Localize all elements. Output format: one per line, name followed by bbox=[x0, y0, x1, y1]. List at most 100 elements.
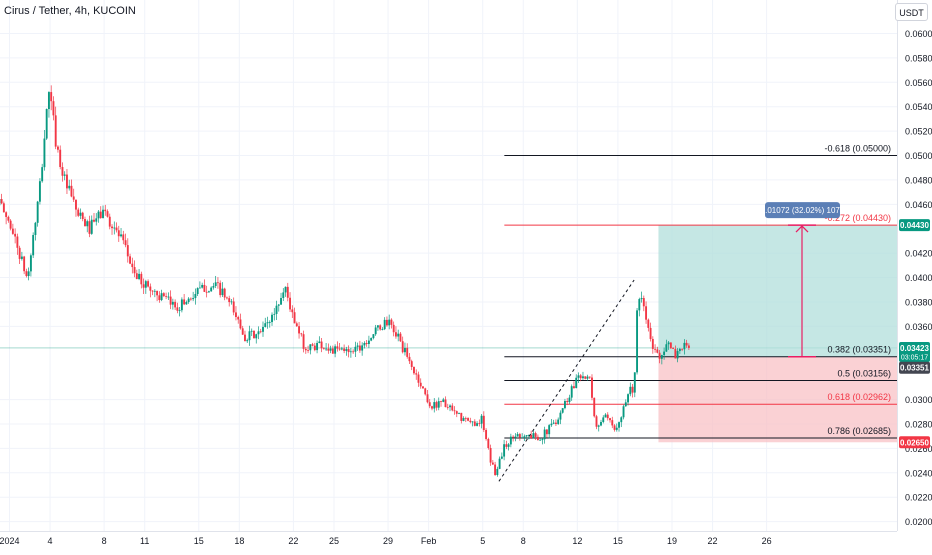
candle-body bbox=[179, 310, 181, 311]
candle-body bbox=[379, 325, 381, 329]
candle-body bbox=[138, 274, 140, 279]
x-tick-label: 5 bbox=[480, 536, 485, 546]
candle-body bbox=[645, 306, 647, 319]
candle-body bbox=[59, 150, 61, 167]
candle-body bbox=[1, 199, 3, 203]
candle-body bbox=[280, 298, 282, 305]
candle-body bbox=[37, 202, 39, 223]
candle-body bbox=[492, 463, 494, 465]
candle-body bbox=[406, 348, 408, 357]
candle-body bbox=[566, 401, 568, 402]
x-tick-label: 19 bbox=[667, 536, 677, 546]
x-tick-label: 18 bbox=[234, 536, 244, 546]
candle-body bbox=[321, 342, 323, 349]
y-tick-label: 0.05000 bbox=[905, 151, 932, 161]
candle-body bbox=[618, 422, 620, 428]
candle-body bbox=[350, 351, 352, 352]
candle-body bbox=[30, 255, 32, 271]
candle-body bbox=[636, 310, 638, 372]
candle-body bbox=[318, 342, 320, 343]
candle-body bbox=[366, 343, 368, 344]
candle-body bbox=[643, 298, 645, 306]
candle-body bbox=[181, 299, 183, 310]
candle-body bbox=[368, 341, 370, 344]
candle-body bbox=[474, 421, 476, 425]
candle-body bbox=[64, 175, 66, 176]
candle-body bbox=[584, 376, 586, 378]
candle-body bbox=[10, 221, 12, 229]
candle-body bbox=[393, 325, 395, 332]
candle-body bbox=[377, 325, 379, 327]
candle-body bbox=[670, 342, 672, 348]
candle-body bbox=[98, 212, 100, 219]
candle-body bbox=[611, 420, 613, 425]
candle-body bbox=[46, 109, 48, 139]
candle-body bbox=[487, 439, 489, 448]
candle-body bbox=[436, 402, 438, 408]
candle-body bbox=[415, 373, 417, 374]
candle-body bbox=[372, 334, 374, 338]
candle-body bbox=[654, 349, 656, 350]
candle-body bbox=[388, 320, 390, 326]
target-zone bbox=[658, 225, 897, 357]
candle-body bbox=[641, 298, 643, 299]
candle-body bbox=[143, 284, 145, 287]
candle-body bbox=[12, 229, 14, 234]
candle-body bbox=[559, 413, 561, 420]
price-tag-value: 0.04430 bbox=[900, 221, 929, 230]
candle-body bbox=[66, 175, 68, 189]
candle-body bbox=[541, 439, 543, 440]
candle-body bbox=[296, 323, 298, 326]
candle-body bbox=[544, 430, 546, 440]
candle-body bbox=[521, 437, 523, 438]
candle-body bbox=[397, 334, 399, 337]
candle-body bbox=[194, 294, 196, 298]
candle-body bbox=[325, 349, 327, 350]
candle-body bbox=[438, 401, 440, 408]
candle-body bbox=[287, 287, 289, 298]
fib-level-label: 0.618 (0.02962) bbox=[827, 392, 891, 402]
candle-body bbox=[345, 349, 347, 351]
candle-body bbox=[131, 264, 133, 267]
candle-body bbox=[237, 317, 239, 319]
candles bbox=[0, 85, 690, 476]
candle-body bbox=[647, 320, 649, 328]
candle-body bbox=[5, 212, 7, 217]
position-zones bbox=[658, 225, 897, 442]
candle-body bbox=[50, 92, 52, 101]
candle-body bbox=[390, 320, 392, 325]
y-tick-label: 0.02000 bbox=[905, 517, 932, 527]
candle-body bbox=[596, 416, 598, 426]
candle-body bbox=[233, 301, 235, 312]
candle-body bbox=[548, 425, 550, 434]
fib-level-label: 0.786 (0.02685) bbox=[827, 426, 891, 436]
candle-body bbox=[672, 348, 674, 349]
candle-body bbox=[260, 331, 262, 332]
candle-body bbox=[652, 339, 654, 349]
currency-button[interactable]: USDT bbox=[895, 3, 928, 21]
candle-body bbox=[336, 346, 338, 348]
candle-body bbox=[127, 245, 129, 256]
candle-body bbox=[620, 417, 622, 422]
price-axis[interactable]: 0.060000.058000.056000.054000.052000.050… bbox=[898, 0, 932, 531]
candle-body bbox=[465, 418, 467, 419]
candle-body bbox=[686, 343, 688, 346]
candle-body bbox=[634, 372, 636, 392]
x-tick-label: 26 bbox=[762, 536, 772, 546]
candle-body bbox=[384, 320, 386, 329]
candle-body bbox=[460, 413, 462, 421]
candle-body bbox=[215, 282, 217, 286]
candle-body bbox=[120, 234, 122, 236]
candle-body bbox=[609, 418, 611, 420]
candle-body bbox=[152, 291, 154, 292]
